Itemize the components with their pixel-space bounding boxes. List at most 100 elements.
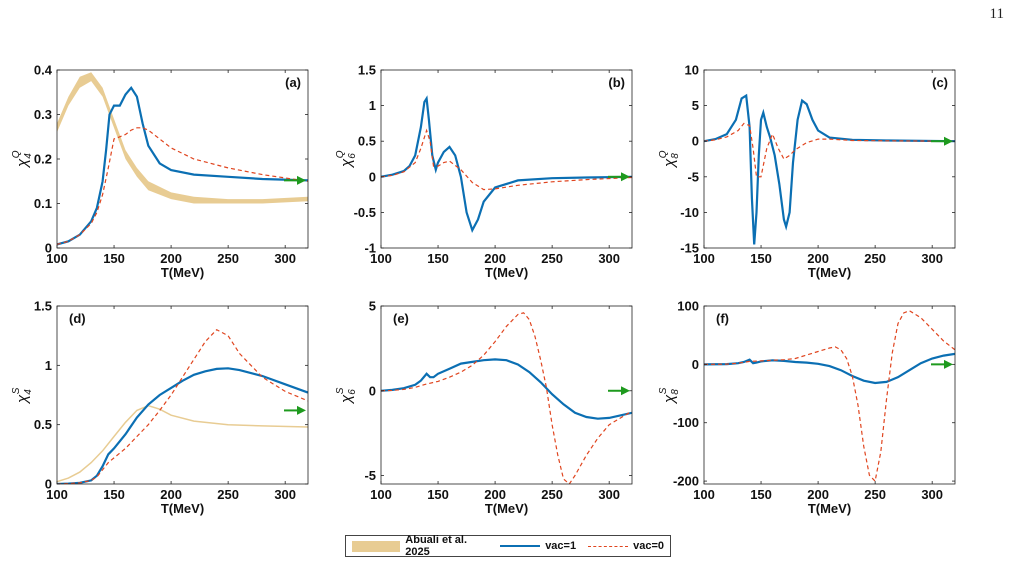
axes-frame [703, 305, 956, 485]
y-tick-label: 0 [45, 477, 52, 492]
x-tick-label: 250 [217, 487, 239, 502]
y-axis-label: χ6S [335, 387, 358, 405]
x-tick-label: 300 [598, 487, 620, 502]
y-tick-label: -15 [680, 241, 699, 256]
x-tick-label: 250 [864, 251, 886, 266]
axes-frame [56, 305, 309, 485]
series-vac0-line [57, 127, 308, 245]
y-tick-label: 100 [677, 299, 699, 314]
series-vac0-line [381, 312, 632, 484]
panel-label: (b) [608, 75, 625, 90]
x-tick-label: 150 [103, 487, 125, 502]
x-tick-label: 200 [807, 251, 829, 266]
y-tick-label: 0.2 [34, 152, 52, 167]
x-axis-label: T(MeV) [161, 265, 204, 280]
y-tick-label: 0.3 [34, 107, 52, 122]
y-tick-label: 0 [45, 241, 52, 256]
y-tick-label: 5 [692, 98, 699, 113]
series-vac0-line [57, 328, 308, 484]
limit-arrow-head [297, 175, 306, 185]
y-axis-label: χ6Q [335, 150, 358, 169]
limit-arrow-head [944, 136, 953, 146]
series-vac1-line [381, 358, 632, 420]
x-tick-label: 300 [274, 487, 296, 502]
y-tick-label: 0.4 [34, 63, 53, 78]
series-vac0-line [381, 128, 632, 191]
y-tick-label: 1 [369, 98, 376, 113]
legend-vac0-label: vac=0 [633, 540, 664, 552]
x-tick-label: 250 [541, 487, 563, 502]
legend-item-vac1: vac=1 [500, 540, 576, 552]
panel-label: (a) [285, 75, 301, 90]
y-tick-label: -5 [364, 468, 376, 483]
chart-panel: 100 150 200 250 300 -200 -100 0 100 T(MeV) χ8S (f) [658, 299, 956, 516]
y-tick-label: -200 [673, 474, 699, 489]
x-tick-label: 200 [807, 487, 829, 502]
x-tick-label: 300 [598, 251, 620, 266]
x-tick-label: 150 [427, 251, 449, 266]
series-vac1-line [704, 352, 955, 385]
y-tick-label: 5 [369, 299, 376, 314]
chart-panel: 100 150 200 250 300 0 0.1 0.2 0.3 0.4 T(MeV) χ4Q (a) [11, 63, 309, 280]
legend-item-band: Abuali et al. 2025 [352, 534, 488, 558]
limit-arrow-head [944, 359, 953, 369]
x-tick-label: 150 [427, 487, 449, 502]
y-tick-label: -10 [680, 205, 699, 220]
x-tick-label: 200 [484, 251, 506, 266]
plot-area [381, 95, 632, 234]
y-tick-label: 0 [692, 134, 699, 149]
chart-panel: 100 150 200 250 300 0 0.5 1 1.5 T(MeV) χ4S (d) [11, 299, 309, 516]
x-tick-label: 300 [274, 251, 296, 266]
legend-band-swatch [352, 540, 401, 552]
y-axis-label: χ4Q [11, 150, 34, 169]
series-vac1-line [57, 85, 308, 246]
plot-area [381, 312, 632, 484]
y-tick-label: 0.5 [358, 134, 376, 149]
y-tick-label: 0 [369, 169, 376, 184]
series-vac0-line [704, 122, 955, 178]
x-tick-label: 100 [46, 487, 68, 502]
x-tick-label: 150 [750, 487, 772, 502]
x-tick-label: 200 [160, 487, 182, 502]
plot-area [704, 93, 955, 245]
axes-frame [56, 69, 309, 249]
y-tick-label: 0 [369, 383, 376, 398]
chart-panel: 100 150 200 250 300 -1 -0.5 0 0.5 1 1.5 T(MeV) χ6Q (b… [335, 63, 633, 280]
x-tick-label: 100 [370, 487, 392, 502]
y-tick-label: -1 [364, 241, 376, 256]
y-tick-label: 1.5 [358, 63, 376, 78]
x-tick-label: 300 [921, 487, 943, 502]
y-tick-label: 0.1 [34, 196, 52, 211]
y-tick-label: 0 [692, 357, 699, 372]
band-area [57, 72, 308, 204]
series-vac0-line [704, 310, 955, 483]
limit-arrow-head [621, 172, 630, 182]
y-tick-label: -100 [673, 415, 699, 430]
x-tick-label: 250 [217, 251, 239, 266]
y-tick-label: 1.5 [34, 299, 52, 314]
legend-vac1-label: vac=1 [545, 540, 577, 552]
plot-area [57, 328, 308, 484]
axes-frame [380, 305, 633, 485]
axes-frame [703, 69, 956, 249]
x-axis-label: T(MeV) [808, 501, 851, 516]
y-axis-label: χ8Q [658, 150, 681, 169]
legend-band-label: Abuali et al. 2025 [405, 534, 468, 558]
page-number: 11 [989, 6, 1004, 22]
x-tick-label: 100 [693, 487, 715, 502]
plot-area [57, 72, 308, 246]
x-tick-label: 250 [864, 487, 886, 502]
x-tick-label: 150 [750, 251, 772, 266]
y-tick-label: -0.5 [354, 205, 376, 220]
y-tick-label: 10 [685, 63, 699, 78]
limit-arrow-head [621, 386, 630, 396]
limit-arrow-head [297, 405, 306, 415]
chart-panel: 100 150 200 250 300 -15 -10 -5 0 5 10 T(MeV) χ8Q (c) [658, 63, 956, 280]
x-tick-label: 250 [541, 251, 563, 266]
x-tick-label: 100 [46, 251, 68, 266]
y-axis-label: χ8S [658, 387, 681, 405]
x-axis-label: T(MeV) [485, 501, 528, 516]
panel-label: (d) [69, 311, 86, 326]
y-tick-label: 0.5 [34, 417, 52, 432]
